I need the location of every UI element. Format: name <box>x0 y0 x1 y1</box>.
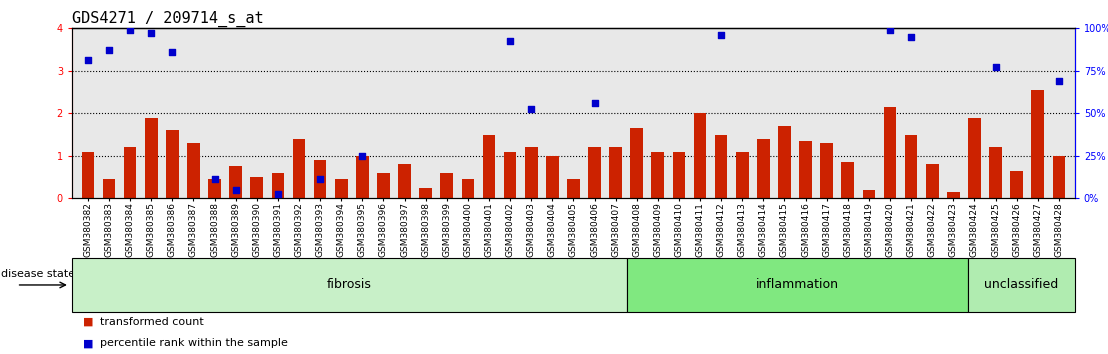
Bar <box>736 152 749 198</box>
Bar <box>926 164 938 198</box>
Bar <box>841 162 854 198</box>
Point <box>586 100 604 105</box>
Bar <box>588 147 601 198</box>
Bar <box>546 156 558 198</box>
Point <box>269 191 287 197</box>
Bar <box>630 128 643 198</box>
Point <box>79 57 96 63</box>
Bar <box>863 190 875 198</box>
Bar <box>905 135 917 198</box>
Text: disease state: disease state <box>1 269 75 279</box>
Bar <box>1032 90 1044 198</box>
Bar <box>483 135 495 198</box>
Bar <box>968 118 981 198</box>
Point <box>121 28 138 33</box>
Text: ■: ■ <box>83 317 93 327</box>
Bar <box>124 147 136 198</box>
Point <box>142 30 160 35</box>
Bar <box>398 164 411 198</box>
Bar <box>504 152 516 198</box>
Bar <box>652 152 664 198</box>
Point <box>353 153 371 159</box>
Bar <box>208 179 220 198</box>
Bar <box>440 173 453 198</box>
Point <box>164 49 182 55</box>
Bar <box>356 156 369 198</box>
Text: GDS4271 / 209714_s_at: GDS4271 / 209714_s_at <box>72 11 264 27</box>
Bar <box>820 143 833 198</box>
Bar <box>166 130 178 198</box>
Point <box>100 47 117 52</box>
Bar <box>145 118 157 198</box>
Text: inflammation: inflammation <box>756 279 839 291</box>
Bar <box>989 147 1002 198</box>
Bar <box>609 147 622 198</box>
Point <box>311 176 329 182</box>
Point <box>1050 79 1068 84</box>
Text: percentile rank within the sample: percentile rank within the sample <box>100 338 288 348</box>
Bar <box>377 173 390 198</box>
Bar <box>778 126 791 198</box>
Bar <box>187 143 199 198</box>
Bar <box>335 179 348 198</box>
Point <box>712 32 730 38</box>
Bar <box>314 160 327 198</box>
Text: unclassified: unclassified <box>984 279 1058 291</box>
Bar <box>419 188 432 198</box>
Bar <box>250 177 263 198</box>
Bar <box>884 107 896 198</box>
Bar <box>757 139 770 198</box>
Bar <box>673 152 685 198</box>
Point <box>987 64 1005 69</box>
Bar <box>1053 156 1065 198</box>
Point <box>227 187 245 193</box>
Bar <box>103 179 115 198</box>
Bar <box>567 179 579 198</box>
Bar <box>1010 171 1023 198</box>
Bar <box>525 147 537 198</box>
Text: fibrosis: fibrosis <box>327 279 372 291</box>
Bar <box>82 152 94 198</box>
Bar <box>715 135 728 198</box>
Bar <box>694 113 707 198</box>
Bar <box>462 179 474 198</box>
Bar <box>799 141 812 198</box>
Point <box>902 34 920 40</box>
Point <box>522 106 540 112</box>
Point <box>206 176 224 182</box>
Bar <box>271 173 284 198</box>
Text: ■: ■ <box>83 338 93 348</box>
Bar <box>293 139 306 198</box>
Bar <box>947 192 960 198</box>
Text: transformed count: transformed count <box>100 317 204 327</box>
Point <box>881 28 899 33</box>
Bar <box>229 166 242 198</box>
Point <box>501 38 519 44</box>
